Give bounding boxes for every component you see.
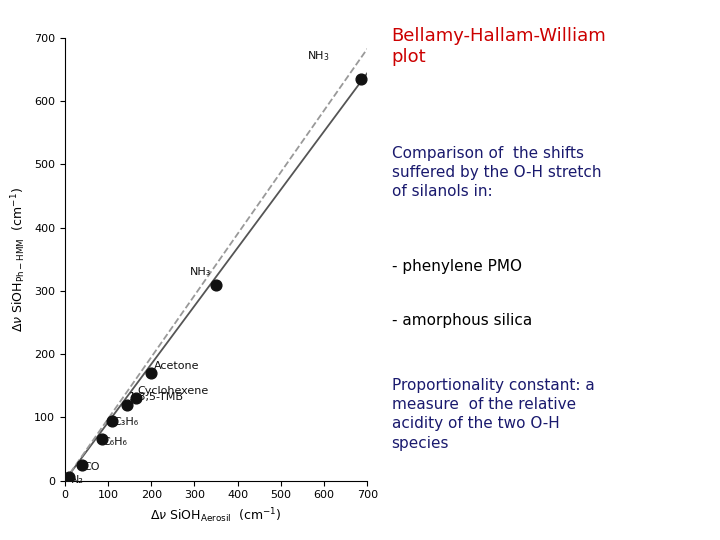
Text: - phenylene PMO: - phenylene PMO — [392, 259, 522, 274]
Point — [63, 473, 75, 482]
Point — [107, 416, 118, 425]
X-axis label: $\Delta\nu$ SiOH$_{\mathregular{Aerosil}}$  (cm$^{-1}$): $\Delta\nu$ SiOH$_{\mathregular{Aerosil}… — [150, 506, 282, 524]
Text: - amorphous silica: - amorphous silica — [392, 313, 532, 328]
Text: Acetone: Acetone — [154, 361, 199, 370]
Point — [130, 394, 142, 403]
Point — [355, 75, 366, 83]
Point — [145, 369, 157, 377]
Point — [76, 461, 88, 469]
Y-axis label: $\Delta\nu$ SiOH$_{\mathregular{Ph-HMM}}$  (cm$^{-1}$): $\Delta\nu$ SiOH$_{\mathregular{Ph-HMM}}… — [9, 187, 28, 332]
Text: CO: CO — [84, 462, 100, 472]
Text: NH₃: NH₃ — [190, 267, 212, 277]
Point — [210, 280, 222, 289]
Text: C₆H₆: C₆H₆ — [103, 437, 127, 447]
Text: Comparison of  the shifts
suffered by the O-H stretch
of silanols in:: Comparison of the shifts suffered by the… — [392, 146, 601, 199]
Text: N₂: N₂ — [71, 475, 84, 485]
Text: Bellamy-Hallam-William
plot: Bellamy-Hallam-William plot — [392, 27, 606, 66]
Text: 1,3,5-TMB: 1,3,5-TMB — [129, 392, 184, 402]
Text: C₃H₆: C₃H₆ — [114, 417, 139, 428]
Text: NH$_3$: NH$_3$ — [307, 49, 329, 63]
Point — [96, 435, 107, 444]
Text: Cyclohexene: Cyclohexene — [138, 386, 209, 396]
Point — [122, 400, 133, 409]
Text: Proportionality constant: a
measure  of the relative
acidity of the two O-H
spec: Proportionality constant: a measure of t… — [392, 378, 595, 450]
